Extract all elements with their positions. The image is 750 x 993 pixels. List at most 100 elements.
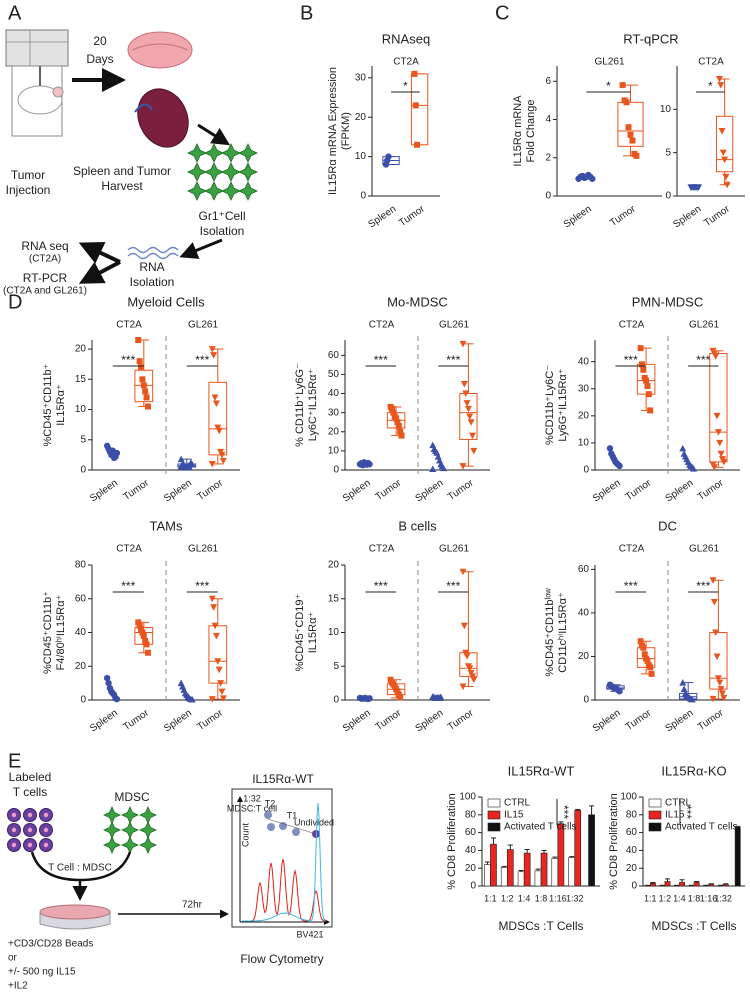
chart-title: Mo-MDSC	[387, 294, 448, 309]
x-axis-label: MDSCs :T Cells	[651, 919, 736, 933]
y-tick-label: 20	[626, 863, 638, 874]
point	[616, 688, 623, 695]
inset-note: 1:32	[243, 793, 261, 803]
x-tick-label: 1:8	[688, 893, 701, 903]
point	[212, 632, 220, 640]
box	[208, 625, 228, 684]
x-tick-label: Spleen	[88, 708, 120, 735]
point	[395, 423, 402, 430]
point	[718, 690, 726, 697]
point	[679, 444, 687, 452]
chart-title: DC	[658, 518, 677, 533]
point	[143, 641, 150, 648]
condition: +/- 500 ng IL15	[8, 967, 76, 978]
point	[468, 673, 476, 680]
y-tick-label: 100	[620, 792, 637, 803]
point	[103, 674, 111, 682]
x-tick-label: Spleen	[162, 708, 194, 735]
mouse-cage	[5, 29, 69, 137]
y-tick-label: 20	[75, 661, 87, 672]
chart-title: RT-qPCR	[623, 31, 678, 46]
histogram-ctrl	[242, 802, 327, 922]
point	[211, 394, 219, 401]
point	[470, 676, 478, 684]
step-label: Spleen and Tumor	[73, 164, 171, 178]
group-label: CT2A	[619, 320, 645, 331]
y-tick-label: 0	[80, 695, 86, 706]
x-tick-label: Tumor	[195, 477, 225, 503]
y-axis-label: %CD11b⁺Ly6C⁻	[544, 365, 556, 445]
t-cell-dot	[27, 842, 33, 848]
point	[644, 383, 651, 390]
point	[717, 450, 725, 458]
panel-label: B	[300, 2, 313, 24]
y-tick-label: 0	[80, 465, 86, 476]
chart-title: IL15Rα-KO	[661, 763, 726, 778]
box	[715, 115, 734, 173]
significance: ***	[624, 579, 638, 593]
significance: ***	[696, 353, 710, 367]
cell	[238, 143, 258, 163]
point	[716, 439, 724, 447]
bar	[551, 858, 559, 887]
step-label: Harvest	[101, 179, 143, 193]
group-label: GL261	[594, 57, 624, 68]
point	[625, 124, 632, 131]
point	[463, 653, 471, 660]
point	[463, 400, 471, 407]
days-number: 20	[93, 34, 107, 48]
point	[629, 137, 636, 144]
point	[719, 149, 727, 157]
days-label: Days	[86, 52, 113, 66]
point	[648, 670, 655, 677]
point	[460, 380, 468, 388]
point	[143, 394, 150, 401]
cell	[204, 181, 224, 201]
point	[462, 649, 470, 657]
y-tick-label: 40	[578, 608, 590, 619]
y-tick-label: 40	[626, 845, 638, 856]
point	[214, 658, 222, 665]
y-tick-label: 20	[465, 863, 477, 874]
legend-label: CTRL	[665, 798, 692, 809]
x-tick-label: Tumor	[446, 707, 476, 733]
y-axis-label: % CD8 Proliferation	[608, 793, 620, 890]
y-tick-label: 15	[75, 374, 87, 385]
point	[716, 679, 724, 687]
point	[215, 427, 223, 435]
point	[647, 407, 654, 414]
step-label: Labeled	[9, 770, 52, 784]
x-tick-label: Spleen	[671, 204, 703, 231]
point	[680, 685, 688, 693]
point	[459, 568, 467, 576]
bar	[708, 883, 715, 887]
y-axis-label: % CD8 Proliferation	[446, 793, 458, 890]
point	[394, 419, 401, 426]
box	[208, 381, 228, 456]
point	[219, 695, 227, 702]
x-tick-label: Tumor	[608, 203, 638, 229]
significance: ***	[121, 353, 135, 367]
bar	[649, 883, 656, 887]
point	[208, 595, 216, 603]
point	[208, 696, 216, 703]
point	[140, 632, 147, 639]
y-tick-label: 30	[355, 72, 367, 83]
y-tick-label: 40	[465, 845, 477, 856]
point	[468, 432, 476, 440]
y-tick-label: 30	[328, 407, 340, 418]
x-tick-label: Tumor	[446, 477, 476, 503]
point	[470, 447, 478, 455]
x-tick-label: Tumor	[374, 707, 404, 733]
point	[645, 391, 652, 398]
chart-title: IL15Rα-WT	[508, 763, 575, 778]
y-tick-label: 20	[578, 651, 590, 662]
point	[113, 695, 121, 703]
legend-swatch	[648, 798, 662, 808]
x-tick-label: 1:32	[714, 893, 732, 903]
significance: ***	[624, 353, 638, 367]
y-tick-label: 4	[545, 114, 551, 125]
point	[210, 352, 218, 359]
point	[210, 604, 218, 611]
point	[716, 76, 723, 83]
